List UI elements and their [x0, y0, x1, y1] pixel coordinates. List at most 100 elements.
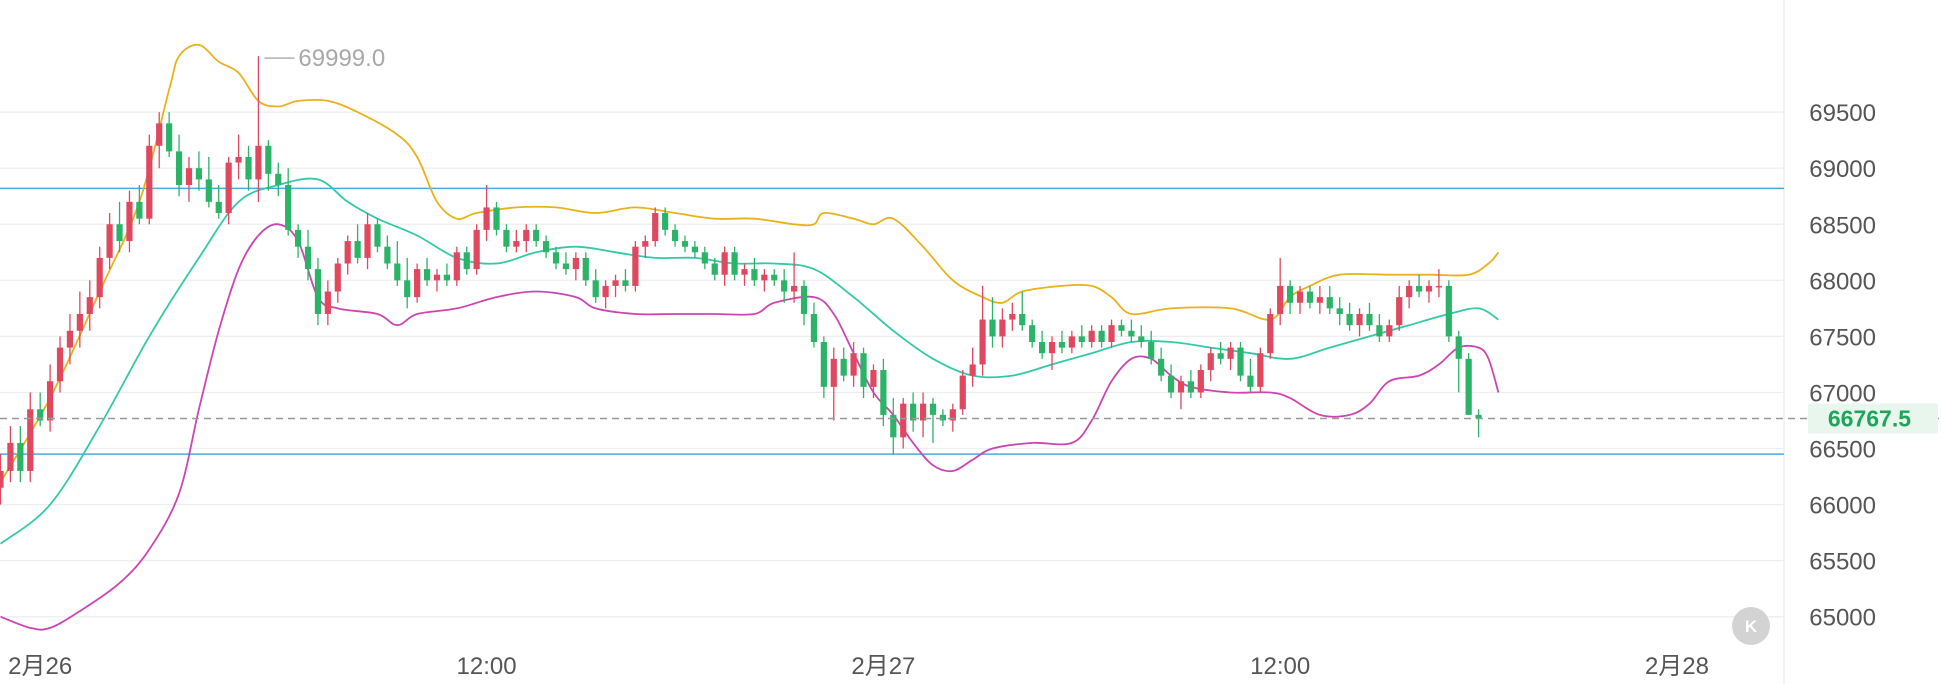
candle — [96, 246, 103, 309]
candle-body — [0, 470, 4, 488]
candle-body — [1217, 353, 1224, 359]
candle-body — [632, 246, 639, 286]
candle-body — [106, 224, 113, 258]
candle — [552, 246, 560, 270]
candle-body — [543, 241, 550, 253]
candle — [433, 269, 441, 292]
y-tick-label: 69500 — [1809, 100, 1876, 127]
candle — [414, 263, 421, 303]
candle — [1415, 274, 1423, 298]
candle-body — [1425, 285, 1433, 292]
candle — [0, 454, 4, 505]
candle-body — [225, 162, 232, 214]
candle-body — [443, 274, 450, 281]
candle — [1257, 347, 1264, 393]
candle-body — [830, 358, 837, 387]
candle-body — [463, 252, 470, 270]
candle — [235, 134, 242, 180]
candle — [314, 257, 322, 326]
k-icon[interactable]: K — [1745, 617, 1758, 636]
candle-body — [354, 241, 361, 258]
candle-body — [1465, 358, 1472, 415]
candle — [781, 269, 788, 303]
candle-body — [116, 224, 123, 242]
candle — [523, 224, 530, 253]
candle-body — [344, 241, 351, 264]
candle — [1118, 319, 1125, 337]
candle-body — [602, 285, 609, 298]
candle — [949, 403, 956, 432]
y-tick-label: 66000 — [1809, 493, 1876, 520]
candle-body — [136, 201, 143, 219]
candle — [890, 398, 897, 455]
candle — [1098, 325, 1105, 348]
candle-body — [662, 213, 669, 230]
candle — [562, 252, 570, 275]
candle-body — [552, 252, 560, 264]
candle-body — [969, 364, 976, 376]
candle-body — [721, 252, 728, 275]
candle — [1237, 342, 1244, 382]
candle — [711, 257, 718, 281]
kline-toggle-bg[interactable] — [1732, 607, 1770, 645]
candle — [1247, 358, 1254, 393]
candle — [493, 201, 500, 236]
candle-body — [929, 403, 937, 415]
candle-body — [374, 224, 381, 247]
middle-band-line — [0, 177, 1499, 545]
candle-body — [76, 313, 83, 331]
candle-body — [1108, 325, 1115, 342]
candles — [0, 56, 1482, 505]
candle-body — [1207, 353, 1214, 371]
candle-body — [96, 257, 103, 298]
candle-body — [771, 274, 778, 281]
candle-body — [185, 168, 193, 186]
candle — [632, 241, 639, 292]
candle-body — [1048, 342, 1056, 354]
candle — [1217, 342, 1224, 365]
candle — [483, 185, 490, 242]
candle-body — [761, 274, 768, 281]
candle-body — [384, 246, 391, 264]
candle — [205, 156, 212, 208]
candle — [1475, 409, 1482, 438]
candle — [175, 134, 183, 197]
candle-body — [919, 403, 927, 421]
candle — [652, 207, 659, 247]
candle-body — [1277, 285, 1284, 314]
candle — [136, 185, 143, 225]
candle-body — [711, 263, 718, 275]
candle — [771, 269, 778, 286]
candle-body — [592, 280, 599, 298]
candle — [1396, 285, 1403, 331]
candle — [989, 297, 996, 348]
candle — [1267, 308, 1274, 359]
candle-body — [681, 241, 689, 247]
candle — [513, 229, 520, 253]
candle-body — [1267, 313, 1274, 354]
x-axis-ticks: 2月26 12:00 2月27 12:00 2月28 — [8, 653, 1709, 680]
candle — [919, 392, 927, 438]
candle-body — [800, 285, 808, 314]
candle — [503, 224, 510, 253]
candle-body — [493, 207, 500, 230]
candle-body — [850, 353, 857, 376]
candle-body — [1177, 381, 1185, 393]
candle-body — [1376, 325, 1383, 337]
candle — [731, 246, 738, 281]
candle-body — [949, 409, 956, 421]
candle — [1167, 364, 1175, 399]
x-tick-label: 2月28 — [1645, 653, 1709, 680]
candle-body — [1187, 381, 1194, 393]
candle — [830, 347, 837, 421]
candle-body — [265, 145, 272, 174]
candle — [900, 398, 907, 449]
candle-body — [523, 229, 530, 242]
y-tick-label: 67500 — [1809, 324, 1876, 351]
candle-body — [751, 269, 758, 281]
kline-toggle-button[interactable]: K — [1732, 607, 1770, 645]
x-tick-label: 2月27 — [851, 653, 915, 680]
candle-body — [1406, 285, 1413, 298]
candle — [66, 313, 74, 365]
